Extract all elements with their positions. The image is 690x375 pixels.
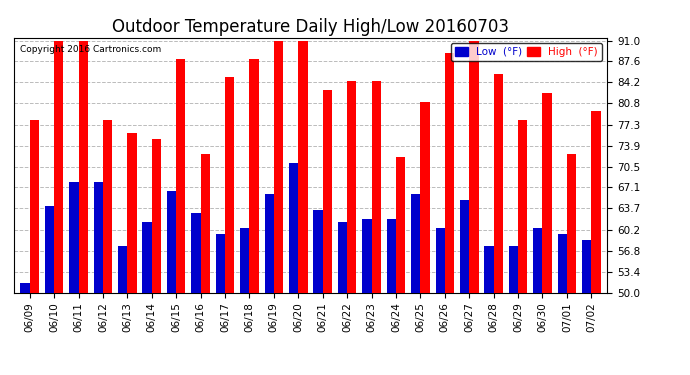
Bar (518, 120, 527, 292)
Bar (533, 228, 542, 292)
Bar (216, 234, 225, 292)
Bar (176, 59, 186, 292)
Bar (289, 164, 298, 292)
Bar (143, 222, 152, 292)
Bar (558, 234, 567, 292)
Bar (264, 194, 274, 292)
Bar (469, 40, 478, 292)
Bar (509, 246, 518, 292)
Bar (69, 182, 79, 292)
Bar (396, 158, 405, 292)
Bar (460, 200, 469, 292)
Bar (591, 111, 600, 292)
Bar (542, 93, 552, 292)
Bar (118, 246, 128, 292)
Bar (411, 194, 420, 292)
Bar (45, 207, 54, 292)
Bar (30, 120, 39, 292)
Bar (582, 240, 591, 292)
Bar (103, 120, 112, 292)
Legend: Low  (°F), High  (°F): Low (°F), High (°F) (451, 43, 602, 61)
Bar (79, 40, 88, 292)
Bar (152, 139, 161, 292)
Bar (54, 40, 63, 292)
Bar (435, 228, 445, 292)
Bar (493, 74, 503, 292)
Bar (240, 228, 250, 292)
Bar (420, 102, 430, 292)
Bar (167, 191, 176, 292)
Bar (191, 213, 201, 292)
Bar (338, 222, 347, 292)
Bar (21, 283, 30, 292)
Bar (445, 53, 454, 292)
Bar (567, 154, 576, 292)
Text: Copyright 2016 Cartronics.com: Copyright 2016 Cartronics.com (20, 45, 161, 54)
Bar (386, 219, 396, 292)
Bar (362, 219, 371, 292)
Bar (250, 59, 259, 292)
Bar (128, 133, 137, 292)
Bar (313, 210, 323, 292)
Bar (298, 40, 308, 292)
Bar (225, 78, 235, 292)
Bar (323, 90, 332, 292)
Bar (94, 182, 103, 292)
Bar (484, 246, 493, 292)
Title: Outdoor Temperature Daily High/Low 20160703: Outdoor Temperature Daily High/Low 20160… (112, 18, 509, 36)
Bar (201, 154, 210, 292)
Bar (347, 81, 357, 292)
Bar (371, 81, 381, 292)
Bar (274, 40, 283, 292)
